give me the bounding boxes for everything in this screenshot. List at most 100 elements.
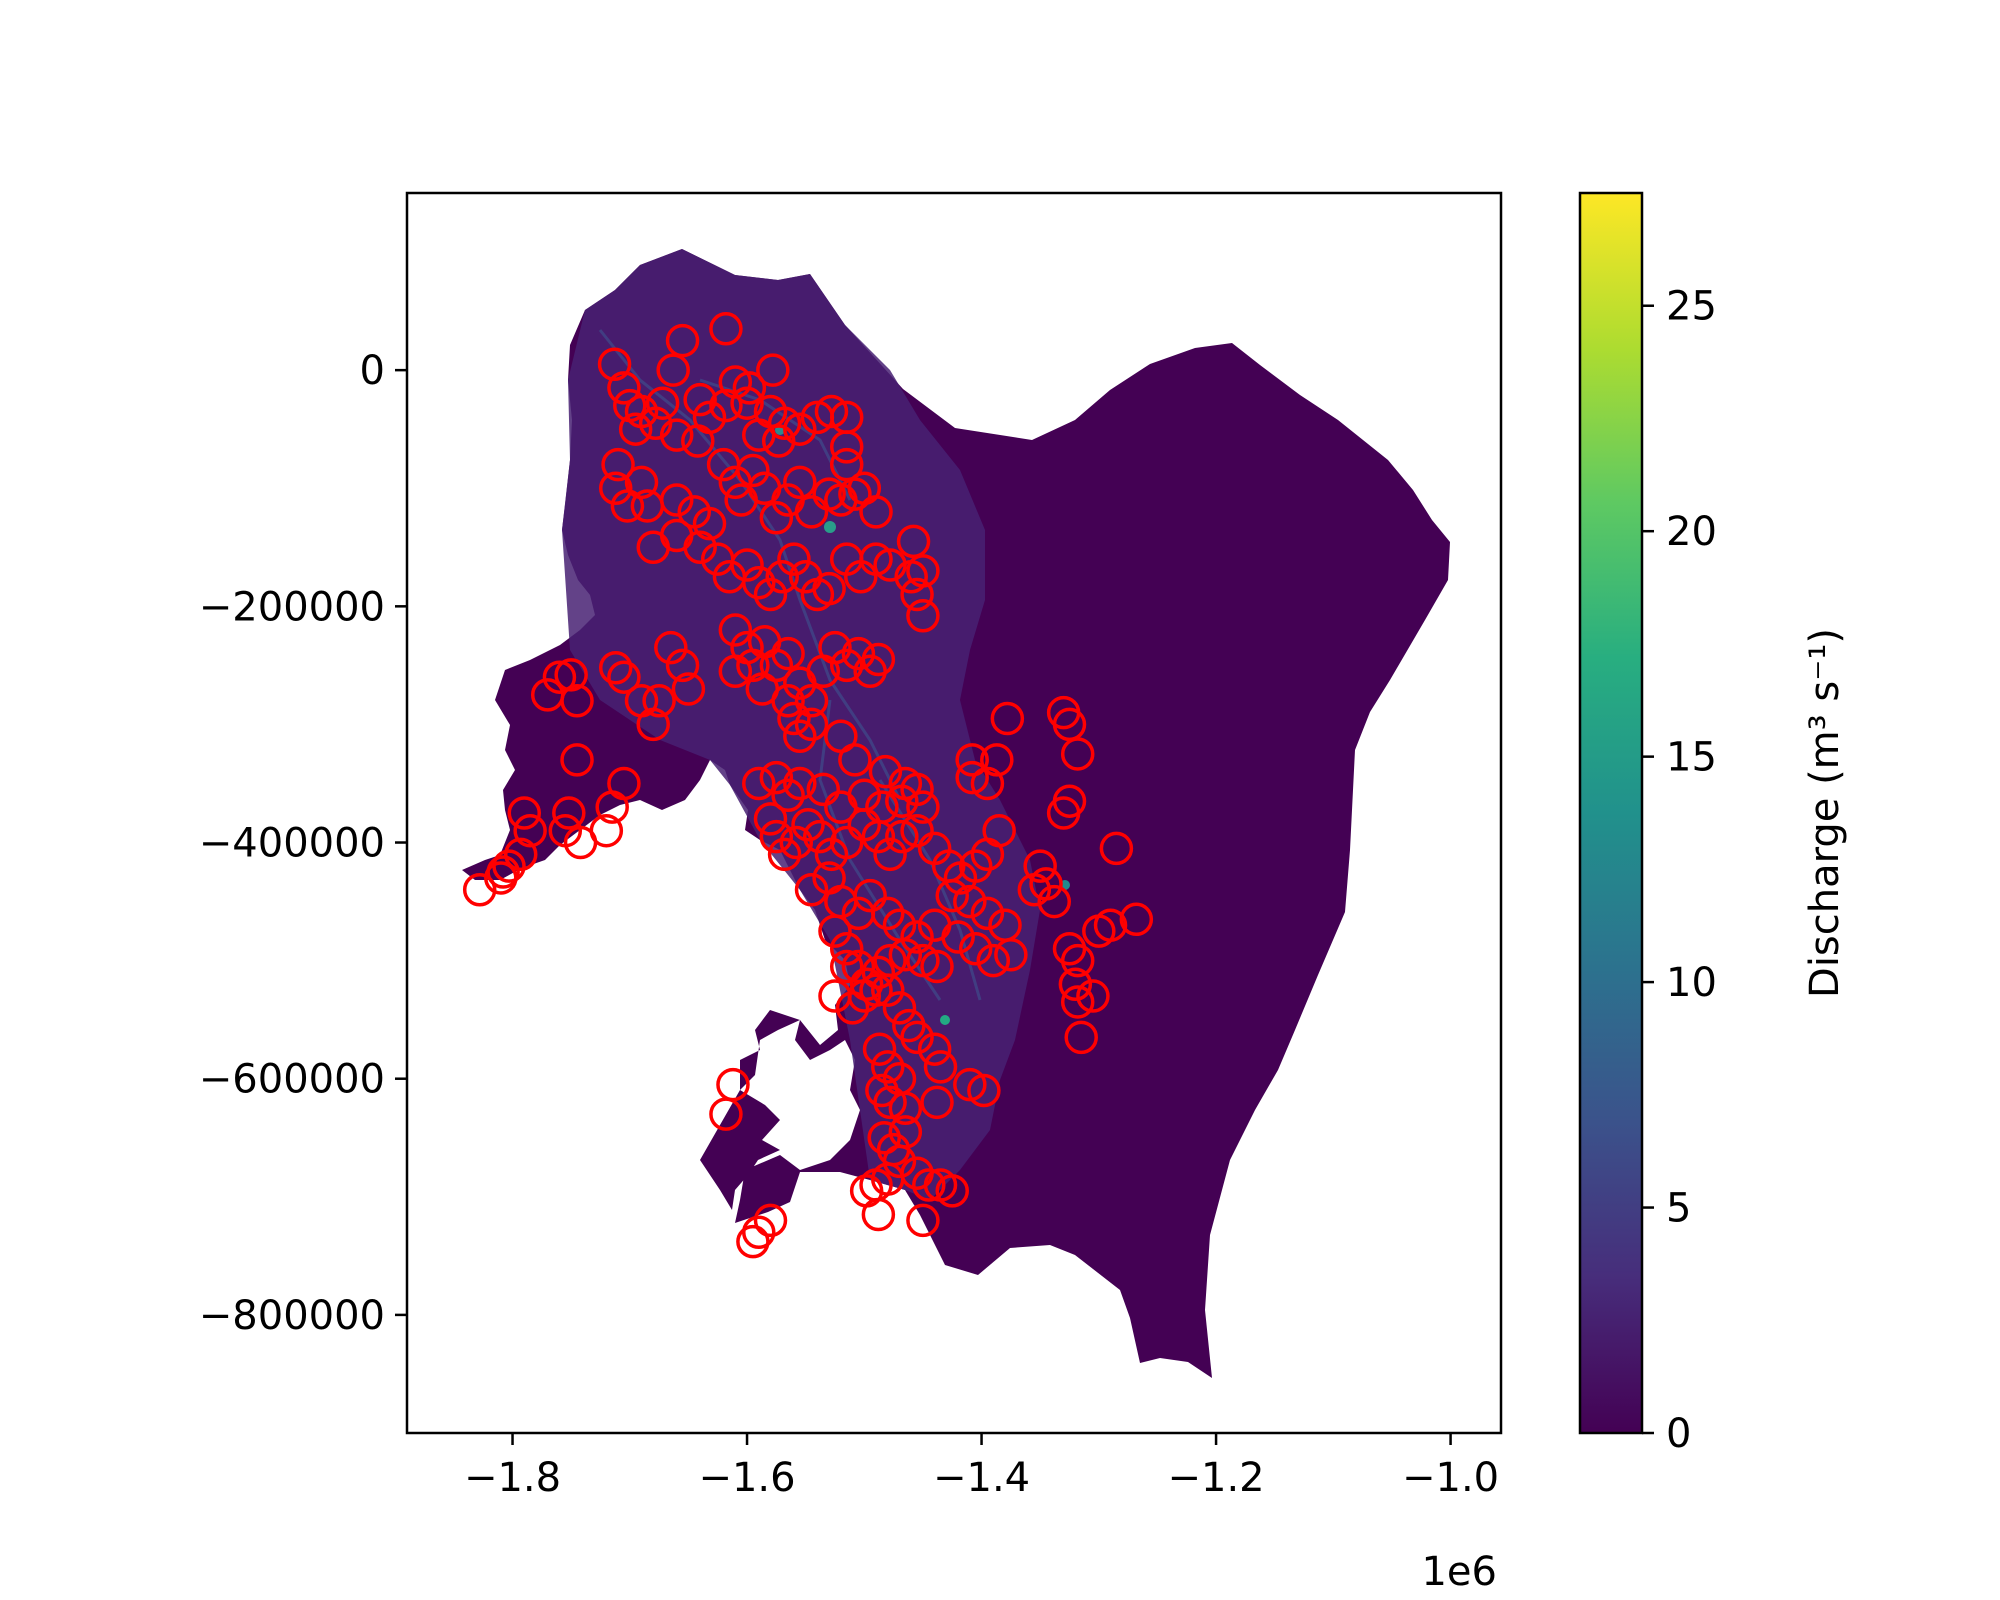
colorbar-axis: 0 5 10 15 20 25 — [1642, 284, 1717, 1457]
data-point — [920, 1085, 954, 1120]
data-point — [665, 648, 700, 683]
data-point — [1093, 908, 1128, 942]
data-point — [597, 347, 632, 381]
data-point — [624, 465, 659, 500]
marker-layer — [462, 312, 1154, 1259]
data-point — [542, 660, 577, 694]
data-point — [900, 813, 934, 848]
data-point — [906, 790, 940, 824]
data-point — [882, 1144, 917, 1179]
data-point — [871, 1050, 905, 1084]
data-point — [777, 542, 811, 576]
data-point — [829, 825, 864, 860]
data-point — [1052, 784, 1087, 818]
data-point — [935, 878, 969, 913]
x-tick-label: −1.0 — [1402, 1455, 1499, 1501]
data-point — [709, 312, 743, 346]
data-point — [941, 920, 975, 954]
data-point — [742, 565, 776, 600]
data-point — [829, 949, 864, 984]
data-point — [1029, 867, 1063, 901]
data-point — [683, 382, 717, 417]
data-point — [759, 819, 794, 854]
data-point — [777, 701, 811, 736]
data-point — [759, 760, 794, 795]
data-point — [563, 825, 598, 860]
data-point — [607, 371, 641, 405]
data-point — [783, 465, 817, 500]
data-point — [595, 790, 629, 824]
data-point — [868, 754, 903, 789]
y-tick-label: −400000 — [199, 821, 385, 867]
data-point — [873, 1085, 907, 1120]
colorbar-tick-label: 20 — [1666, 509, 1717, 555]
data-point — [867, 1121, 901, 1155]
data-point — [718, 613, 753, 647]
data-point — [829, 430, 864, 464]
data-point — [814, 394, 849, 429]
data-point — [794, 707, 829, 742]
data-point — [462, 873, 497, 907]
y-tick-label: −600000 — [199, 1057, 385, 1103]
data-point — [970, 766, 1005, 801]
data-point — [681, 424, 715, 458]
data-point — [1060, 943, 1095, 978]
colorbar-label: Discharge (m³ s⁻¹) — [1802, 628, 1848, 998]
data-point — [920, 949, 954, 984]
data-point — [888, 1091, 923, 1125]
data-point — [955, 743, 989, 777]
data-point — [859, 495, 893, 529]
data-point — [607, 660, 641, 694]
x-tick-label: −1.4 — [933, 1455, 1030, 1501]
data-point — [873, 837, 907, 872]
data-point — [665, 323, 700, 358]
axes-frame — [405, 191, 1503, 1435]
data-point — [953, 1067, 987, 1102]
data-point — [730, 548, 764, 582]
data-point — [982, 813, 1016, 848]
data-point — [917, 1032, 952, 1066]
data-point — [636, 707, 670, 742]
data-point — [794, 684, 829, 718]
x-tick-label: −1.6 — [698, 1455, 795, 1501]
x-tick-label: −1.8 — [464, 1455, 561, 1501]
data-point — [967, 1073, 1001, 1108]
data-point — [896, 524, 931, 559]
data-point — [829, 932, 864, 966]
colorbar-frame — [1578, 191, 1644, 1435]
data-point — [753, 1203, 788, 1238]
data-point — [765, 560, 799, 594]
x-offset-label: 1e6 — [1421, 1549, 1497, 1595]
data-point — [654, 630, 688, 665]
data-point — [709, 388, 743, 423]
colorbar-tick-label: 10 — [1666, 960, 1717, 1006]
data-point — [906, 554, 940, 588]
data-point — [958, 849, 993, 883]
data-point — [598, 650, 633, 685]
data-point — [742, 766, 776, 801]
data-point — [900, 920, 934, 954]
data-point — [806, 772, 841, 807]
data-point — [598, 471, 633, 505]
data-point — [812, 571, 846, 606]
data-point — [888, 937, 923, 972]
data-point — [560, 684, 594, 718]
data-point — [756, 353, 790, 387]
data-point — [1037, 884, 1072, 919]
data-point — [753, 577, 788, 612]
colorbar — [1580, 193, 1642, 1433]
data-point — [900, 1020, 934, 1055]
data-point — [1064, 1020, 1098, 1055]
data-point — [994, 937, 1028, 972]
colorbar-tick-label: 5 — [1666, 1186, 1691, 1232]
data-point — [730, 386, 764, 420]
data-point — [692, 506, 727, 541]
data-point — [1119, 902, 1154, 937]
data-point — [791, 808, 825, 842]
data-point — [783, 766, 817, 801]
data-point — [861, 819, 896, 854]
data-point — [761, 424, 796, 458]
data-point — [753, 802, 788, 836]
data-point — [709, 1097, 743, 1131]
